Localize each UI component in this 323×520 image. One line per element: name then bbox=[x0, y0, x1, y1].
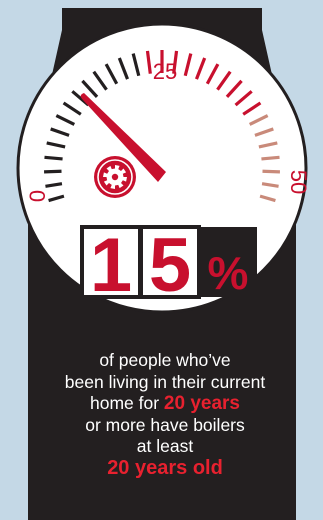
gauge-tick bbox=[145, 50, 152, 74]
gauge-tick bbox=[194, 57, 207, 80]
caption-line-5: at least bbox=[136, 436, 194, 456]
gauge-tick bbox=[261, 155, 280, 161]
gauge-tick bbox=[172, 50, 179, 74]
gauge-label-50: 50 bbox=[286, 170, 311, 194]
gauge-tick bbox=[205, 63, 220, 85]
caption-line-1: of people who’ve bbox=[99, 350, 231, 370]
gauge-tick bbox=[225, 79, 243, 98]
caption-line-4: or more have boilers bbox=[85, 414, 245, 435]
gauge-tick bbox=[242, 101, 262, 116]
gauge-hub-gear-icon bbox=[94, 156, 136, 198]
stat-caption: of people who’ve been living in their cu… bbox=[20, 350, 310, 479]
gauge-tick bbox=[261, 182, 279, 188]
gauge-tick bbox=[216, 70, 232, 91]
caption-line-3-prefix: home for bbox=[89, 393, 164, 413]
stat-box-percent bbox=[199, 227, 257, 297]
caption-highlight-years: 20 years bbox=[163, 393, 240, 414]
caption-highlight-age: 20 years old bbox=[107, 456, 223, 479]
stat-percent-sign: % bbox=[208, 247, 249, 299]
gauge-tick bbox=[254, 127, 274, 137]
stat-digit-1: 1 bbox=[90, 223, 132, 308]
stat-digit-2: 5 bbox=[149, 223, 191, 308]
gauge-tick bbox=[44, 155, 63, 161]
gauge-tick bbox=[44, 169, 62, 174]
caption-line-2: been living in their current bbox=[64, 371, 266, 392]
gauge-tick bbox=[262, 169, 280, 174]
gauge-tick bbox=[117, 57, 130, 80]
gauge-tick bbox=[104, 63, 119, 85]
gauge-label-25: 25 bbox=[153, 59, 177, 84]
gauge-tick bbox=[55, 114, 76, 126]
gauge-tick bbox=[92, 70, 108, 91]
gauge-tick bbox=[50, 127, 70, 137]
gauge-tick bbox=[48, 194, 65, 203]
stat-box-digit-2 bbox=[139, 225, 201, 299]
gauge-tick bbox=[248, 114, 269, 126]
gauge-tick bbox=[183, 53, 193, 77]
gauge-label-0: 0 bbox=[25, 190, 50, 202]
gauge-tick bbox=[234, 90, 253, 107]
gauge-tick bbox=[46, 141, 66, 149]
gauge-tick bbox=[45, 182, 63, 188]
stat-box-digit-1 bbox=[80, 225, 142, 299]
gauge-tick bbox=[62, 101, 82, 116]
gauge-tick bbox=[259, 194, 276, 203]
gauge-tick bbox=[81, 79, 99, 98]
caption-line-3: home for 20 years bbox=[20, 393, 310, 415]
gauge-tick bbox=[131, 53, 141, 77]
gauge-needle bbox=[80, 93, 166, 182]
gauge-tick bbox=[258, 141, 278, 149]
